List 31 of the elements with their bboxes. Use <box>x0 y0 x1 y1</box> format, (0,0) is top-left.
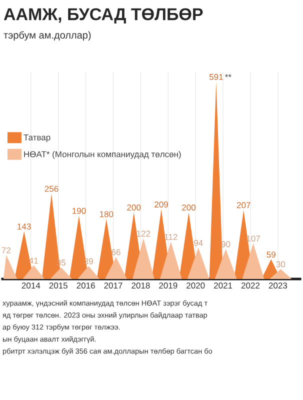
x-tick-label: 2017 <box>104 282 123 289</box>
data-label: 112 <box>165 234 178 240</box>
x-tick-label: 2014 <box>22 282 40 289</box>
data-label: 66 <box>112 249 121 256</box>
data-label: 180 <box>100 211 114 218</box>
x-tick-label: 2019 <box>159 282 178 289</box>
chart-title: ААМЖ, БУСАД ТӨЛБӨР <box>4 8 203 24</box>
x-tick-label: 2015 <box>50 282 68 289</box>
data-label: 143 <box>18 224 32 230</box>
annotation: ** <box>225 74 232 78</box>
x-tick-label: 2018 <box>132 282 150 289</box>
x-tick-label: 2023 <box>269 282 288 289</box>
data-label: 591 <box>210 74 224 80</box>
legend-label: НӨАТ* (Монголын компаниудад төлсөн) <box>24 151 182 159</box>
data-label: 200 <box>127 204 141 211</box>
data-label: 59 <box>266 252 276 258</box>
x-tick-label: 2020 <box>186 282 205 289</box>
data-label: 209 <box>154 202 168 208</box>
data-label: 72 <box>2 247 11 254</box>
data-label: 30 <box>276 261 286 268</box>
x-tick-label: 2022 <box>242 282 260 289</box>
legend-label: Татвар <box>24 134 50 142</box>
x-tick-label: 2021 <box>214 282 232 289</box>
data-label: 190 <box>72 208 86 214</box>
data-label: 256 <box>45 186 58 192</box>
data-label: 207 <box>237 202 251 208</box>
data-label: 94 <box>194 240 204 246</box>
chart-subtitle: тэрбум ам.доллар) <box>4 31 91 41</box>
data-label: 122 <box>137 230 150 237</box>
data-label: 200 <box>182 204 196 211</box>
x-tick-label: 2016 <box>77 282 96 289</box>
